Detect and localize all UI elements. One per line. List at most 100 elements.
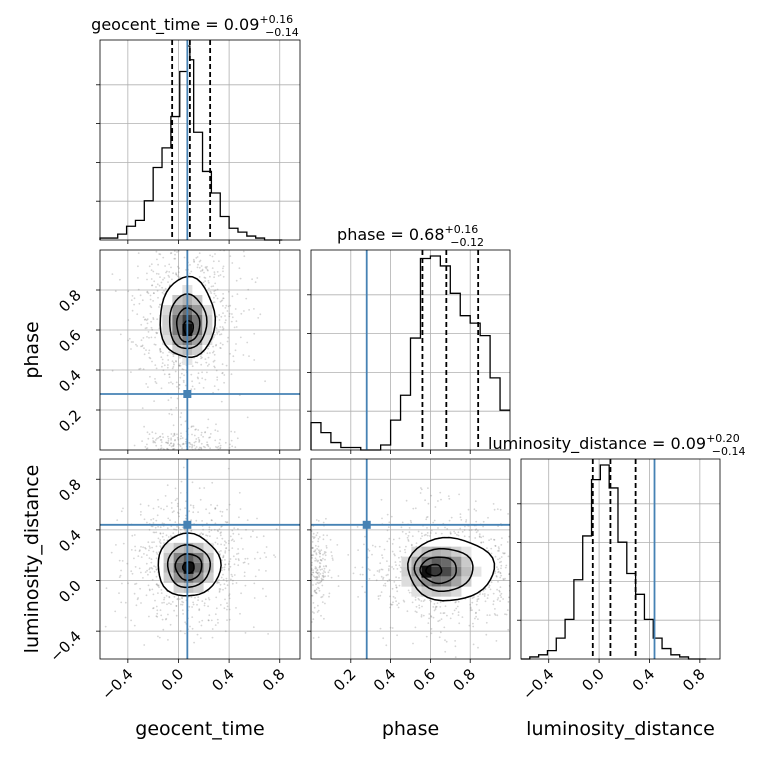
scatter-point: [180, 435, 183, 438]
scatter-point: [415, 542, 418, 545]
scatter-point: [507, 601, 510, 603]
scatter-point: [473, 508, 476, 511]
scatter-point: [173, 448, 176, 450]
scatter-point: [311, 564, 313, 566]
scatter-point: [382, 578, 384, 580]
scatter-point: [148, 336, 150, 339]
scatter-point: [219, 532, 222, 534]
scatter-point: [159, 351, 162, 353]
scatter-point: [172, 442, 175, 445]
scatter-point: [179, 276, 181, 279]
scatter-point: [204, 284, 207, 287]
scatter-point: [175, 360, 178, 363]
scatter-point: [486, 547, 488, 549]
scatter-point: [450, 516, 453, 519]
scatter-point: [228, 567, 230, 570]
scatter-point: [316, 560, 319, 563]
scatter-point: [511, 531, 513, 533]
scatter-point: [319, 568, 322, 571]
scatter-point: [148, 557, 151, 559]
scatter-point: [324, 575, 327, 578]
scatter-point: [180, 412, 183, 414]
scatter-point: [313, 590, 316, 593]
scatter-point: [136, 598, 139, 601]
scatter-point: [488, 584, 491, 587]
scatter-point: [324, 558, 326, 561]
xtick-label-geocent_time: 0.8: [259, 665, 289, 695]
yaxis-label-luminosity_distance: luminosity_distance: [21, 465, 43, 654]
scatter-point: [455, 601, 457, 603]
scatter-point: [378, 569, 381, 572]
scatter-point: [465, 520, 467, 523]
scatter-point: [446, 614, 448, 617]
scatter-point: [478, 535, 481, 538]
scatter-point: [221, 326, 224, 328]
scatter-point: [191, 481, 194, 484]
scatter-point: [200, 446, 203, 449]
scatter-point: [191, 385, 194, 388]
scatter-point: [190, 529, 193, 532]
scatter-point: [242, 548, 244, 550]
scatter-point: [170, 252, 173, 254]
scatter-point: [253, 308, 255, 310]
scatter-point: [505, 613, 508, 616]
scatter-point: [228, 569, 230, 571]
scatter-point: [175, 381, 178, 384]
scatter-point: [426, 532, 429, 534]
scatter-point: [238, 491, 241, 494]
scatter-point: [240, 537, 243, 540]
scatter-point: [219, 553, 221, 556]
scatter-point: [381, 554, 383, 557]
density-cell: [172, 335, 183, 345]
scatter-point: [155, 444, 158, 447]
scatter-point: [160, 592, 163, 594]
scatter-point: [197, 429, 200, 431]
scatter-point: [169, 442, 172, 445]
density-cell: [193, 582, 204, 593]
scatter-point: [253, 597, 256, 599]
scatter-point: [223, 381, 226, 384]
scatter-point: [202, 281, 205, 284]
scatter-point: [166, 447, 169, 450]
scatter-point: [126, 562, 129, 565]
scatter-point: [213, 290, 216, 292]
scatter-point: [176, 275, 179, 278]
scatter-point: [199, 498, 202, 501]
scatter-point: [173, 243, 175, 245]
scatter-point: [201, 533, 204, 536]
scatter-point: [246, 519, 249, 521]
scatter-point: [222, 588, 224, 591]
scatter-point: [493, 613, 496, 615]
scatter-point: [170, 507, 173, 509]
scatter-point: [118, 592, 120, 594]
scatter-point: [220, 661, 222, 663]
scatter-point: [232, 579, 234, 582]
scatter-point: [194, 361, 197, 364]
scatter-point: [237, 564, 240, 567]
scatter-point: [206, 444, 208, 446]
scatter-point: [156, 258, 158, 261]
scatter-point: [141, 299, 144, 302]
scatter-point: [316, 577, 318, 580]
scatter-point: [147, 386, 149, 388]
scatter-point: [203, 604, 206, 607]
scatter-point: [184, 384, 187, 387]
scatter-point: [410, 543, 413, 546]
scatter-point: [170, 266, 172, 269]
scatter-point: [222, 293, 225, 295]
scatter-point: [327, 571, 330, 574]
scatter-point: [323, 576, 325, 578]
scatter-point: [222, 327, 225, 330]
scatter-point: [203, 271, 205, 274]
scatter-point: [214, 289, 217, 292]
scatter-point: [130, 570, 133, 573]
scatter-point: [311, 594, 314, 597]
scatter-point: [198, 438, 201, 441]
scatter-point: [209, 352, 211, 354]
scatter-point: [198, 609, 201, 612]
density-cell: [471, 566, 482, 577]
xtick-label-geocent_time: 0.0: [158, 665, 188, 695]
scatter-point: [163, 596, 166, 599]
scatter-point: [432, 606, 435, 608]
scatter-point: [221, 569, 223, 572]
